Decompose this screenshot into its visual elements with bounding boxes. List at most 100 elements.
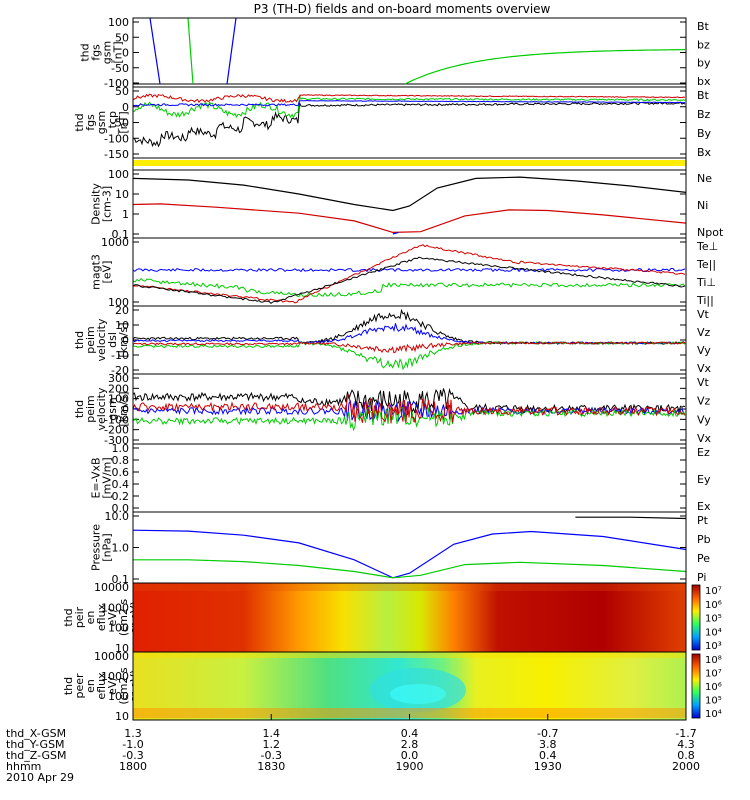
ephem-value: 2000 <box>672 760 700 773</box>
legend-npot: Npot <box>697 226 724 239</box>
ephem-label: thd_X-GSM <box>6 727 66 740</box>
ephem-value: 1930 <box>534 760 562 773</box>
panel-frame-1 <box>132 86 687 159</box>
panel-0-ytick: 0 <box>122 47 129 60</box>
ephem-value: -1.0 <box>122 738 143 751</box>
ephem-date: 2010 Apr 29 <box>6 771 74 784</box>
panel-3-ytick: 0.1 <box>112 228 130 241</box>
ephem-label: thd_Z-GSM <box>6 749 66 762</box>
ephem-value: 2.8 <box>401 738 419 751</box>
panel-9-ytick: 1000 <box>101 601 129 614</box>
legend-vy: Vy <box>697 413 711 426</box>
ephem-label: hhmm <box>6 760 41 773</box>
ephem-value: -0.3 <box>261 749 282 762</box>
ephem-value: -1.7 <box>675 727 696 740</box>
panel-9-ytick: 100 <box>108 622 129 635</box>
ephem-label: thd_Y-GSM <box>6 738 65 751</box>
legend-te: Te⊥ <box>696 240 718 253</box>
colorbar-9 <box>691 584 701 651</box>
panel-4: magt3[eV] 1000 100 Te⊥ Te|| Ti⊥ Ti|| <box>90 236 719 309</box>
panel-5-ytick: 20 <box>115 304 129 317</box>
panel-3: Density[cm-3] 100 10 1 0.1 Ne Ni Npot <box>90 168 724 241</box>
legend-bz: bz <box>697 38 710 51</box>
panel-7-ytick: 0.2 <box>112 490 130 503</box>
legend-pi: Pi <box>697 571 706 584</box>
panel-5-ytick: 0 <box>122 334 129 347</box>
panel-6-ytick: 0 <box>122 403 129 416</box>
legend-vy: Vy <box>697 344 711 357</box>
panel-frame-3 <box>132 169 687 239</box>
colorbar-tick: 10³ <box>705 641 722 652</box>
panel-6-ytick: -300 <box>104 434 129 447</box>
velocity-dsl-traces <box>132 308 686 371</box>
panel-1: thdfgsgsm_tcp[nT] 50 0 -50 -100 -150 Bt Bz By Bx <box>73 85 712 161</box>
panel-7-ylabel: E=-VxB[mV/m] <box>90 457 114 498</box>
panel-7-ytick: 1.0 <box>112 442 130 455</box>
legend-vx: Vx <box>697 362 712 375</box>
density-npot-line <box>392 231 399 235</box>
colorbar-tick: 10⁴ <box>705 627 722 638</box>
colorbar-tick: 10⁸ <box>705 655 722 666</box>
legend-bt: Bt <box>697 20 710 33</box>
colorbar-tick: 10⁷ <box>705 669 722 680</box>
legend-vz: Vz <box>697 326 711 339</box>
legend-bz: Bz <box>697 108 711 121</box>
panel-4-ytick: 1000 <box>101 236 129 249</box>
panel-0-ytick: 100 <box>108 16 129 29</box>
ephem-value: 1.3 <box>124 727 142 740</box>
panel-6-ytick: -100 <box>104 413 129 426</box>
fgs-traces <box>133 17 686 85</box>
panel-3-ytick: 10 <box>115 188 129 201</box>
legend-pb: Pb <box>697 533 711 546</box>
panel-0: thdfgsgsm[nT] 100 50 0 -50 -100 Bt bz by bx <box>79 16 711 90</box>
legend-pt: Pt <box>697 514 709 527</box>
legend-ne: Ne <box>697 172 712 185</box>
legend-ez: Ez <box>697 446 710 459</box>
legend-ey: Ey <box>697 473 711 486</box>
panel-7-ytick: 0.6 <box>112 466 130 479</box>
ephem-value: 1.2 <box>263 738 281 751</box>
panel-1-ylabel: thdfgsgsm_tcp[nT] <box>73 111 130 135</box>
panel-0-ytick: -50 <box>111 62 129 75</box>
colorbar-tick: 10⁶ <box>705 600 722 611</box>
panel-10-ytick: 100 <box>108 690 129 703</box>
legend-pe: Pe <box>697 552 710 565</box>
ephem-value: 0.4 <box>539 749 557 762</box>
panel-6-ytick: 300 <box>108 372 129 385</box>
fgs-tcp-traces <box>132 93 686 148</box>
ephem-value: 1800 <box>119 760 147 773</box>
panel-9-ytick: 10000 <box>94 581 129 594</box>
panel-4-ylabel: magt3[eV] <box>90 254 114 290</box>
panel-7-ytick: 0.4 <box>112 478 130 491</box>
ephem-value: 1900 <box>396 760 424 773</box>
panel-3-ylabel: Density[cm-3] <box>90 183 114 225</box>
pressure-pi-line <box>132 529 687 579</box>
panel-5-ytick: -10 <box>111 349 129 362</box>
legend-ti: Ti|| <box>696 294 714 307</box>
ephem-value: -0.7 <box>537 727 558 740</box>
panel-0-ytick: 50 <box>115 31 129 44</box>
panel-7: E=-VxB[mV/m] 1.00.80.60.40.20.0 Ez Ey Ex <box>90 442 711 515</box>
colorbar-tick: 10⁵ <box>705 696 722 707</box>
panel-9-ytick: 10 <box>115 642 129 655</box>
panel-5-ytick: -20 <box>111 364 129 377</box>
figure-title: P3 (TH-D) fields and on-board moments ov… <box>254 2 551 16</box>
ephem-value: 3.8 <box>539 738 557 751</box>
panel-10: thdpeerenefluxeV/(cm2 ssr eV) 10000 1000 10… <box>62 650 686 723</box>
ephem-value: 0.4 <box>401 727 419 740</box>
panel-7-ytick: 0.8 <box>112 454 130 467</box>
legend-ti: Ti⊥ <box>696 276 716 289</box>
panel-3-ytick: 1 <box>122 208 129 221</box>
panel-8-ytick: 0.1 <box>112 573 130 586</box>
ephem-value: 1.4 <box>263 727 281 740</box>
panel-10-ytick: 10000 <box>94 650 129 663</box>
ephemeris-table: thd_X-GSM 1.3 1.4 0.4 -0.7 -1.7 thd_Y-GSM -1.0 1… <box>6 727 700 784</box>
ephem-value: 1830 <box>257 760 285 773</box>
pressure-pe-line <box>133 559 687 579</box>
panel-8-ylabel: Pressure[nPa] <box>90 524 114 571</box>
panel-8-ytick: 1.0 <box>112 542 130 555</box>
temperature-traces <box>132 244 686 304</box>
legend-by: By <box>697 127 712 140</box>
panel-10-ylabel: thdpeerenefluxeV/(cm2 ssr eV) <box>62 667 141 705</box>
